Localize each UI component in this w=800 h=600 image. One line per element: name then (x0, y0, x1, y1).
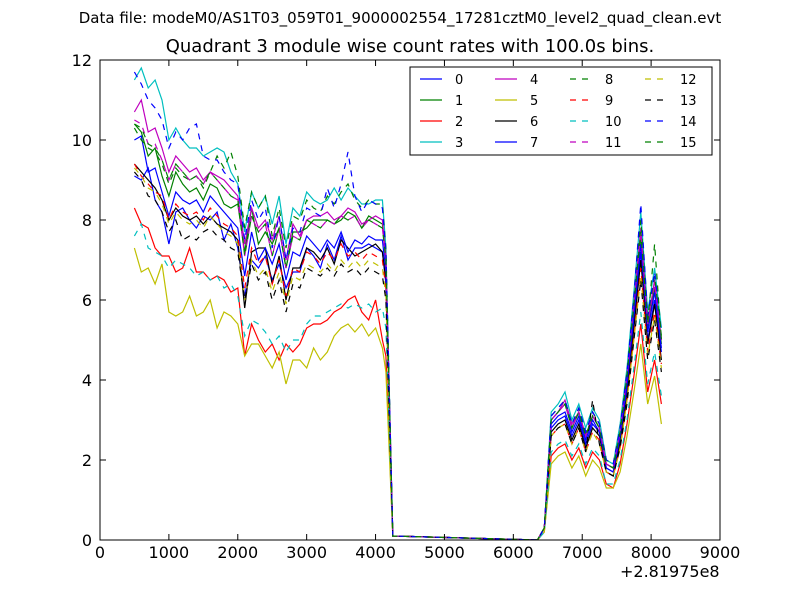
series-line-0 (134, 166, 662, 540)
legend-label-7: 7 (530, 136, 538, 151)
legend-label-4: 4 (530, 73, 538, 88)
x-tick-label: 8000 (631, 543, 672, 562)
series-line-9 (133, 163, 662, 540)
x-tick-label: 5000 (424, 543, 465, 562)
series-line-4 (133, 98, 662, 540)
y-tick-label: 0 (82, 531, 92, 550)
legend-box (409, 66, 713, 156)
series-line-12 (133, 167, 662, 540)
legend-label-8: 8 (605, 73, 613, 88)
x-tick-label: 1000 (149, 543, 190, 562)
x-tick-label: 4000 (355, 543, 396, 562)
y-tick-label: 12 (72, 51, 92, 70)
legend-label-10: 10 (605, 115, 622, 130)
x-tick-label: 0 (95, 543, 105, 562)
y-tick-label: 4 (82, 371, 92, 390)
y-tick-label: 2 (82, 451, 92, 470)
legend-label-15: 15 (680, 136, 697, 151)
legend-label-14: 14 (680, 115, 697, 130)
legend-label-9: 9 (605, 94, 613, 109)
legend-label-1: 1 (455, 94, 463, 109)
x-tick-label: 7000 (562, 543, 603, 562)
series-line-2 (133, 207, 662, 540)
series-line-1 (133, 123, 662, 540)
legend-label-5: 5 (530, 94, 538, 109)
series-line-5 (133, 247, 662, 540)
series-line-11 (134, 119, 662, 540)
y-tick-label: 8 (82, 211, 92, 230)
figure-suptitle: Data file: modeM0/AS1T03_059T01_90000025… (78, 9, 722, 27)
legend-label-3: 3 (455, 136, 463, 151)
series-line-7 (134, 135, 662, 540)
legend-label-12: 12 (680, 73, 697, 88)
series-line-10 (133, 222, 662, 540)
y-tick-label: 6 (82, 291, 92, 310)
legend-label-13: 13 (680, 94, 697, 109)
x-tick-label: 2000 (217, 543, 258, 562)
x-tick-label: 6000 (493, 543, 534, 562)
chart-title: Quadrant 3 module wise count rates with … (165, 36, 655, 57)
legend-label-2: 2 (455, 115, 463, 130)
series-line-3 (133, 66, 662, 540)
x-axis-offset-label: +2.81975e8 (620, 562, 720, 581)
series-line-15 (134, 123, 662, 540)
x-tick-label: 3000 (286, 543, 327, 562)
y-tick-label: 10 (72, 131, 92, 150)
legend-label-0: 0 (455, 73, 463, 88)
legend-label-11: 11 (605, 136, 622, 151)
series-line-13 (133, 171, 662, 540)
series-line-8 (133, 127, 662, 540)
x-tick-label: 9000 (700, 543, 741, 562)
legend-label-6: 6 (530, 115, 538, 130)
